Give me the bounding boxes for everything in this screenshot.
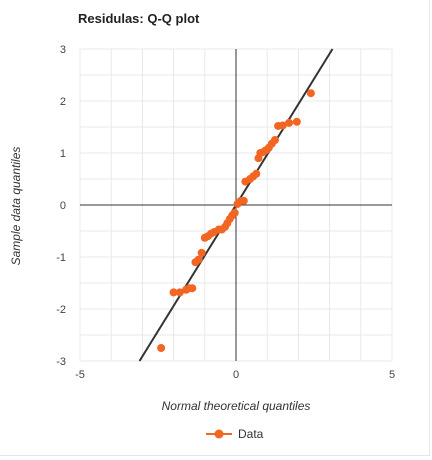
x-tick-label: -5 [75, 369, 85, 381]
y-tick-label: -1 [56, 252, 66, 264]
y-tick-label: 2 [60, 96, 66, 108]
data-point [169, 288, 178, 297]
data-point [197, 248, 206, 257]
chart-title: Residulas: Q-Q plot [78, 11, 200, 26]
y-tick-label: 1 [60, 148, 66, 160]
y-tick-label: -3 [56, 356, 66, 368]
x-tick-label: 0 [233, 369, 239, 381]
y-tick-label: -2 [56, 304, 66, 316]
data-point [194, 255, 203, 264]
data-point [292, 117, 301, 126]
legend-swatch-marker [214, 429, 224, 439]
data-point [188, 284, 197, 293]
data-point [306, 89, 315, 98]
data-point [271, 136, 279, 144]
data-point [278, 121, 287, 130]
y-axis-label: Sample data quantiles [9, 147, 23, 266]
data-point [252, 169, 261, 178]
y-tick-label: 3 [60, 44, 66, 56]
data-point [239, 196, 248, 205]
tick-labels: -5 0 5 -3 -2 -1 0 1 2 3 [56, 44, 395, 381]
data-point [175, 288, 184, 297]
y-tick-label: 0 [60, 200, 66, 212]
legend-label-data: Data [238, 427, 264, 441]
x-tick-label: 5 [389, 369, 395, 381]
x-axis-label: Normal theoretical quantiles [162, 399, 311, 413]
data-points [157, 89, 315, 352]
data-point [157, 344, 166, 352]
data-point [230, 208, 239, 217]
data-point [285, 118, 294, 127]
legend[interactable]: Data [206, 427, 264, 441]
